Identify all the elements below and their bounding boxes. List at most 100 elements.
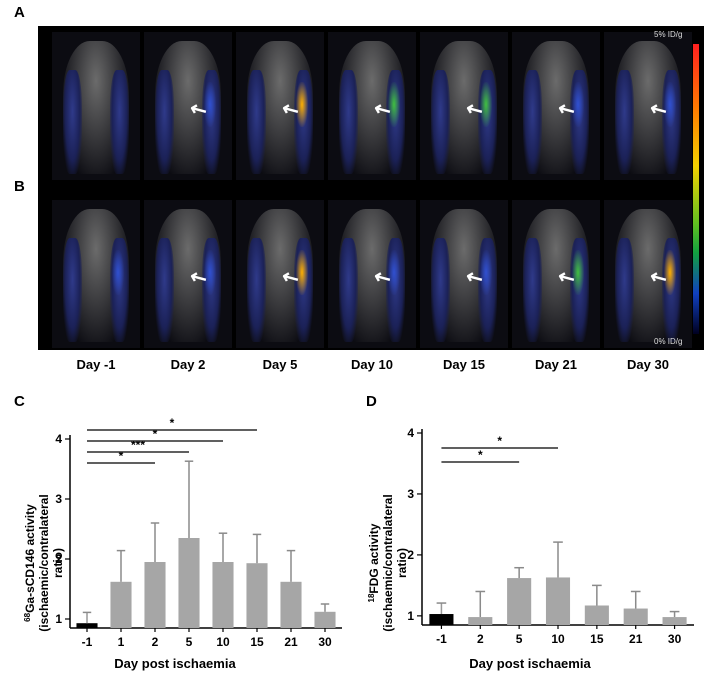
day-label: Day 10 bbox=[351, 357, 393, 372]
scan-tile-a-3: ↖ bbox=[328, 32, 416, 180]
scan-limb-r bbox=[110, 70, 130, 175]
chart-d-xlabel: Day post ischaemia bbox=[469, 656, 591, 671]
scan-limb-l bbox=[338, 70, 358, 175]
chart-d-bar bbox=[545, 577, 571, 625]
chart-c-ylabel-line1: Ga-sCD146 activity bbox=[23, 504, 37, 613]
chart-d-xtick-label: 15 bbox=[590, 632, 604, 646]
uptake-hotspot bbox=[295, 250, 309, 295]
scan-tile-a-4: ↖ bbox=[420, 32, 508, 180]
uptake-hotspot bbox=[387, 82, 401, 127]
chart-c-bar bbox=[178, 538, 200, 628]
scan-limb-l bbox=[338, 238, 358, 343]
chart-c-xtick-label: 30 bbox=[318, 635, 332, 649]
chart-d-ylabel-sup: 18 bbox=[367, 593, 376, 602]
chart-d-ylabel: 18FDG activity (ischaemic/contralateral … bbox=[367, 494, 409, 631]
chart-d-bar bbox=[662, 617, 687, 625]
chart-c-xtick-label: 21 bbox=[284, 635, 298, 649]
colorbar bbox=[693, 44, 699, 334]
scan-limb-l bbox=[246, 238, 266, 343]
scan-limb-l bbox=[246, 70, 266, 175]
day-label: Day -1 bbox=[76, 357, 116, 372]
chart-d-xtick-label: 30 bbox=[668, 632, 682, 646]
scan-row-a: ↖ ↖ ↖ ↖ ↖ ↖ bbox=[52, 32, 692, 180]
day-label: Day 30 bbox=[627, 357, 669, 372]
chart-c: 68Ga-sCD146 activity (ischaemic/contrala… bbox=[23, 416, 342, 671]
scan-tile-a-6: ↖ bbox=[604, 32, 692, 180]
scan-limb-l bbox=[614, 238, 634, 343]
panel-letter-d: D bbox=[366, 393, 377, 410]
chart-c-ylabel: 68Ga-sCD146 activity (ischaemic/contrala… bbox=[23, 494, 65, 631]
chart-d-bar bbox=[507, 578, 532, 625]
chart-c-significance-label: * bbox=[119, 449, 124, 463]
chart-d-xtick-label: 5 bbox=[516, 632, 523, 646]
scan-tile-a-0 bbox=[52, 32, 140, 180]
uptake-hotspot bbox=[387, 250, 401, 295]
scan-tile-a-5: ↖ bbox=[512, 32, 600, 180]
uptake-hotspot bbox=[571, 250, 585, 295]
chart-d-xtick-label: 2 bbox=[477, 632, 484, 646]
scan-limb-l bbox=[430, 238, 450, 343]
chart-c-bar bbox=[144, 562, 166, 628]
scan-tile-b-0 bbox=[52, 200, 140, 348]
scan-limb-l bbox=[62, 238, 82, 343]
chart-d-ylabel-line1: FDG activity bbox=[367, 523, 381, 593]
scan-limb-l bbox=[154, 238, 174, 343]
panel-letter-a: A bbox=[14, 4, 25, 21]
chart-c-xtick-label: 1 bbox=[118, 635, 125, 649]
scan-limb-l bbox=[62, 70, 82, 175]
chart-c-xtick-label: 5 bbox=[186, 635, 193, 649]
chart-d-significance-label: * bbox=[497, 434, 502, 448]
chart-c-xlabel: Day post ischaemia bbox=[114, 656, 236, 671]
chart-d-xtick-label: 10 bbox=[551, 632, 565, 646]
chart-c-bar bbox=[110, 581, 132, 628]
scan-limb-l bbox=[430, 70, 450, 175]
uptake-hotspot bbox=[295, 82, 309, 127]
uptake-hotspot bbox=[663, 250, 677, 295]
scan-tile-b-4: ↖ bbox=[420, 200, 508, 348]
scan-tile-a-1: ↖ bbox=[144, 32, 232, 180]
chart-d-xtick-label: 21 bbox=[629, 632, 643, 646]
chart-d-bar bbox=[584, 605, 609, 625]
uptake-hotspot bbox=[203, 250, 217, 295]
chart-d-significance-label: * bbox=[478, 448, 483, 462]
uptake-hotspot bbox=[111, 250, 125, 295]
chart-c-xtick-label: 15 bbox=[250, 635, 264, 649]
chart-d-ytick-label: 3 bbox=[407, 487, 414, 501]
chart-c-xtick-label: -1 bbox=[82, 635, 93, 649]
colorbar-max-label: 5% ID/g bbox=[654, 30, 683, 39]
chart-d: 18FDG activity (ischaemic/contralateral … bbox=[367, 426, 694, 671]
scan-limb-l bbox=[522, 70, 542, 175]
chart-c-bar bbox=[314, 611, 336, 628]
chart-c-ylabel-sup: 68 bbox=[23, 612, 32, 621]
panel-letter-b: B bbox=[14, 178, 25, 195]
svg-text:68Ga-sCD146 activity: 68Ga-sCD146 activity bbox=[23, 504, 37, 622]
scan-tile-b-3: ↖ bbox=[328, 200, 416, 348]
scan-limb-l bbox=[614, 70, 634, 175]
svg-text:18FDG activity: 18FDG activity bbox=[367, 523, 381, 602]
chart-c-significance-label: *** bbox=[131, 438, 145, 452]
chart-d-bar bbox=[623, 608, 648, 625]
chart-d-bar bbox=[429, 614, 454, 625]
day-label: Day 2 bbox=[170, 357, 206, 372]
chart-d-ytick-label: 1 bbox=[407, 609, 414, 623]
chart-c-xtick-label: 2 bbox=[152, 635, 159, 649]
scan-tile-b-1: ↖ bbox=[144, 200, 232, 348]
scan-tile-b-5: ↖ bbox=[512, 200, 600, 348]
chart-c-ytick-label: 4 bbox=[55, 432, 62, 446]
day-label: Day 21 bbox=[535, 357, 577, 372]
chart-d-ylabel-line3: ratio) bbox=[395, 548, 409, 578]
chart-c-bar bbox=[76, 623, 98, 628]
chart-d-bar bbox=[468, 617, 493, 625]
scan-limb-l bbox=[522, 238, 542, 343]
chart-c-bar bbox=[280, 581, 302, 628]
chart-c-ytick-label: 3 bbox=[55, 492, 62, 506]
uptake-hotspot bbox=[571, 82, 585, 127]
chart-c-ytick-label: 1 bbox=[55, 612, 62, 626]
chart-c-significance-label: * bbox=[153, 427, 158, 441]
uptake-hotspot bbox=[663, 82, 677, 127]
uptake-hotspot bbox=[479, 250, 493, 295]
colorbar-min-label: 0% ID/g bbox=[654, 337, 683, 346]
chart-c-ylabel-line2: (ischaemic/contralateral bbox=[37, 494, 51, 631]
chart-c-significance-label: * bbox=[170, 416, 175, 430]
chart-d-ytick-label: 2 bbox=[407, 548, 414, 562]
